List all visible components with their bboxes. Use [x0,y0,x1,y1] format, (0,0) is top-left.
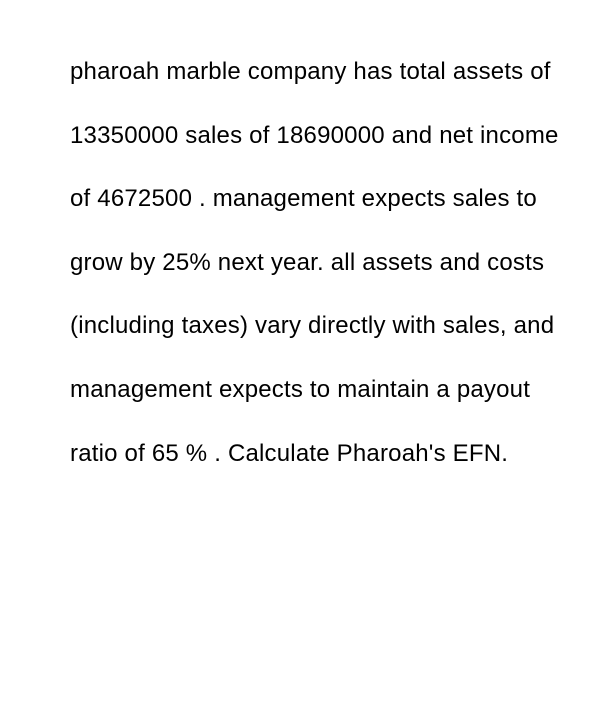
question-text: pharoah marble company has total assets … [70,40,579,485]
